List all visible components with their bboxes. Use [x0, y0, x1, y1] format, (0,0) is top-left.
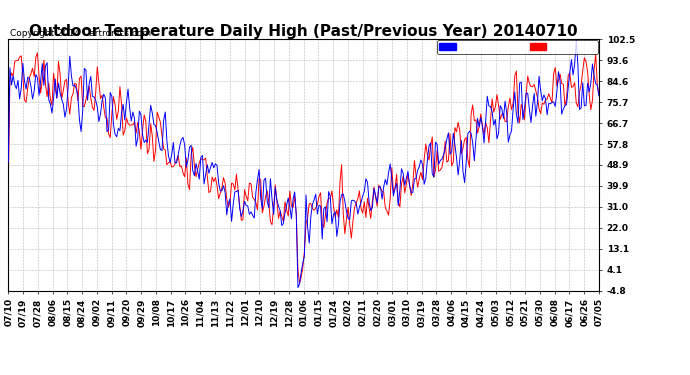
Title: Outdoor Temperature Daily High (Past/Previous Year) 20140710: Outdoor Temperature Daily High (Past/Pre…: [29, 24, 578, 39]
Legend: Previous  (°F), Past  (°F): Previous (°F), Past (°F): [437, 40, 598, 54]
Text: Copyright 2014 Cartronics.com: Copyright 2014 Cartronics.com: [10, 28, 151, 38]
